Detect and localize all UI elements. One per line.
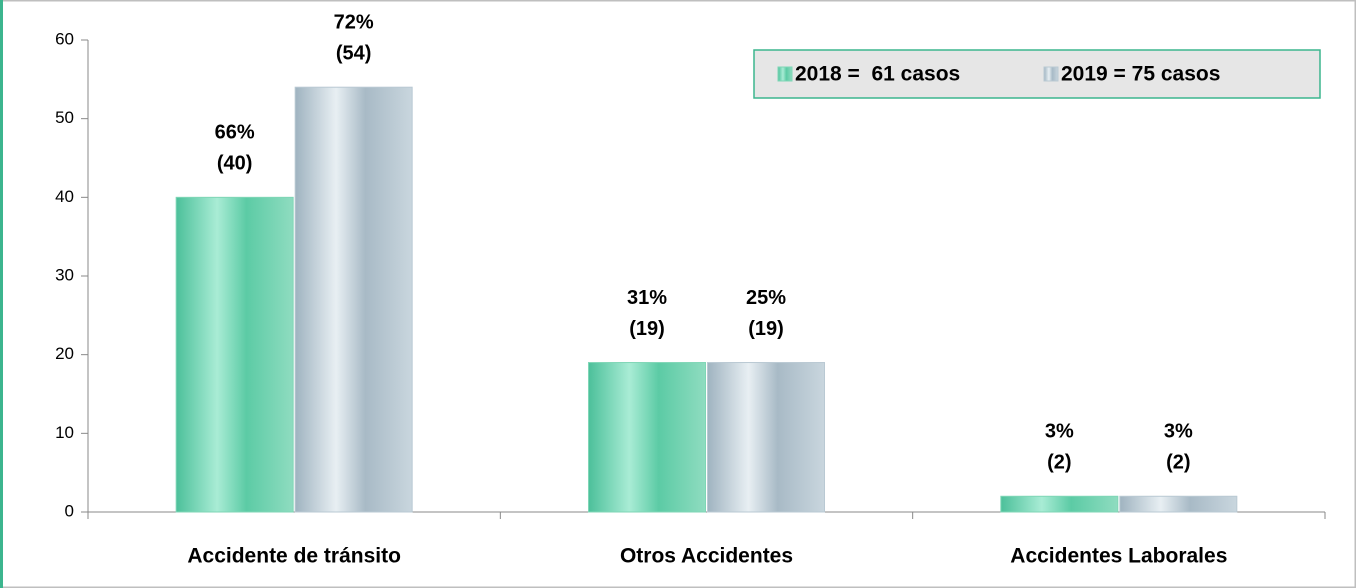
- percent-label: 66%: [215, 122, 255, 144]
- x-tick-label: Accidente de tránsito: [187, 545, 401, 568]
- legend-label: 2019 = 75 casos: [1061, 63, 1220, 86]
- legend-swatch: [1043, 66, 1059, 82]
- y-tick-label: 10: [55, 423, 74, 442]
- y-tick-label: 20: [55, 344, 74, 363]
- y-tick-label: 30: [55, 265, 74, 284]
- percent-label: 3%: [1164, 421, 1193, 443]
- bar: [1119, 495, 1238, 513]
- bar: [707, 362, 825, 513]
- percent-label: 3%: [1045, 421, 1074, 443]
- percent-label: 72%: [334, 11, 374, 33]
- y-tick-label: 60: [55, 29, 74, 48]
- legend-box: [753, 49, 1321, 99]
- x-tick-label: Otros Accidentes: [620, 545, 793, 568]
- value-label: (19): [748, 318, 784, 340]
- legend-label: 2018 = 61 casos: [795, 63, 960, 86]
- value-label: (40): [217, 153, 253, 175]
- bar: [294, 86, 413, 513]
- legend-swatch: [777, 66, 793, 82]
- percent-label: 25%: [746, 287, 786, 309]
- left-edge: [0, 0, 3, 588]
- x-tick-label: Accidentes Laborales: [1010, 545, 1227, 568]
- bar: [588, 362, 706, 513]
- y-tick-label: 40: [55, 187, 74, 206]
- bar: [1000, 495, 1119, 513]
- y-tick-label: 50: [55, 108, 74, 127]
- value-label: (2): [1047, 452, 1071, 474]
- value-label: (54): [336, 42, 372, 64]
- percent-label: 31%: [627, 287, 667, 309]
- bar: [175, 196, 294, 513]
- value-label: (19): [629, 318, 665, 340]
- value-label: (2): [1166, 452, 1190, 474]
- y-tick-label: 0: [65, 501, 74, 520]
